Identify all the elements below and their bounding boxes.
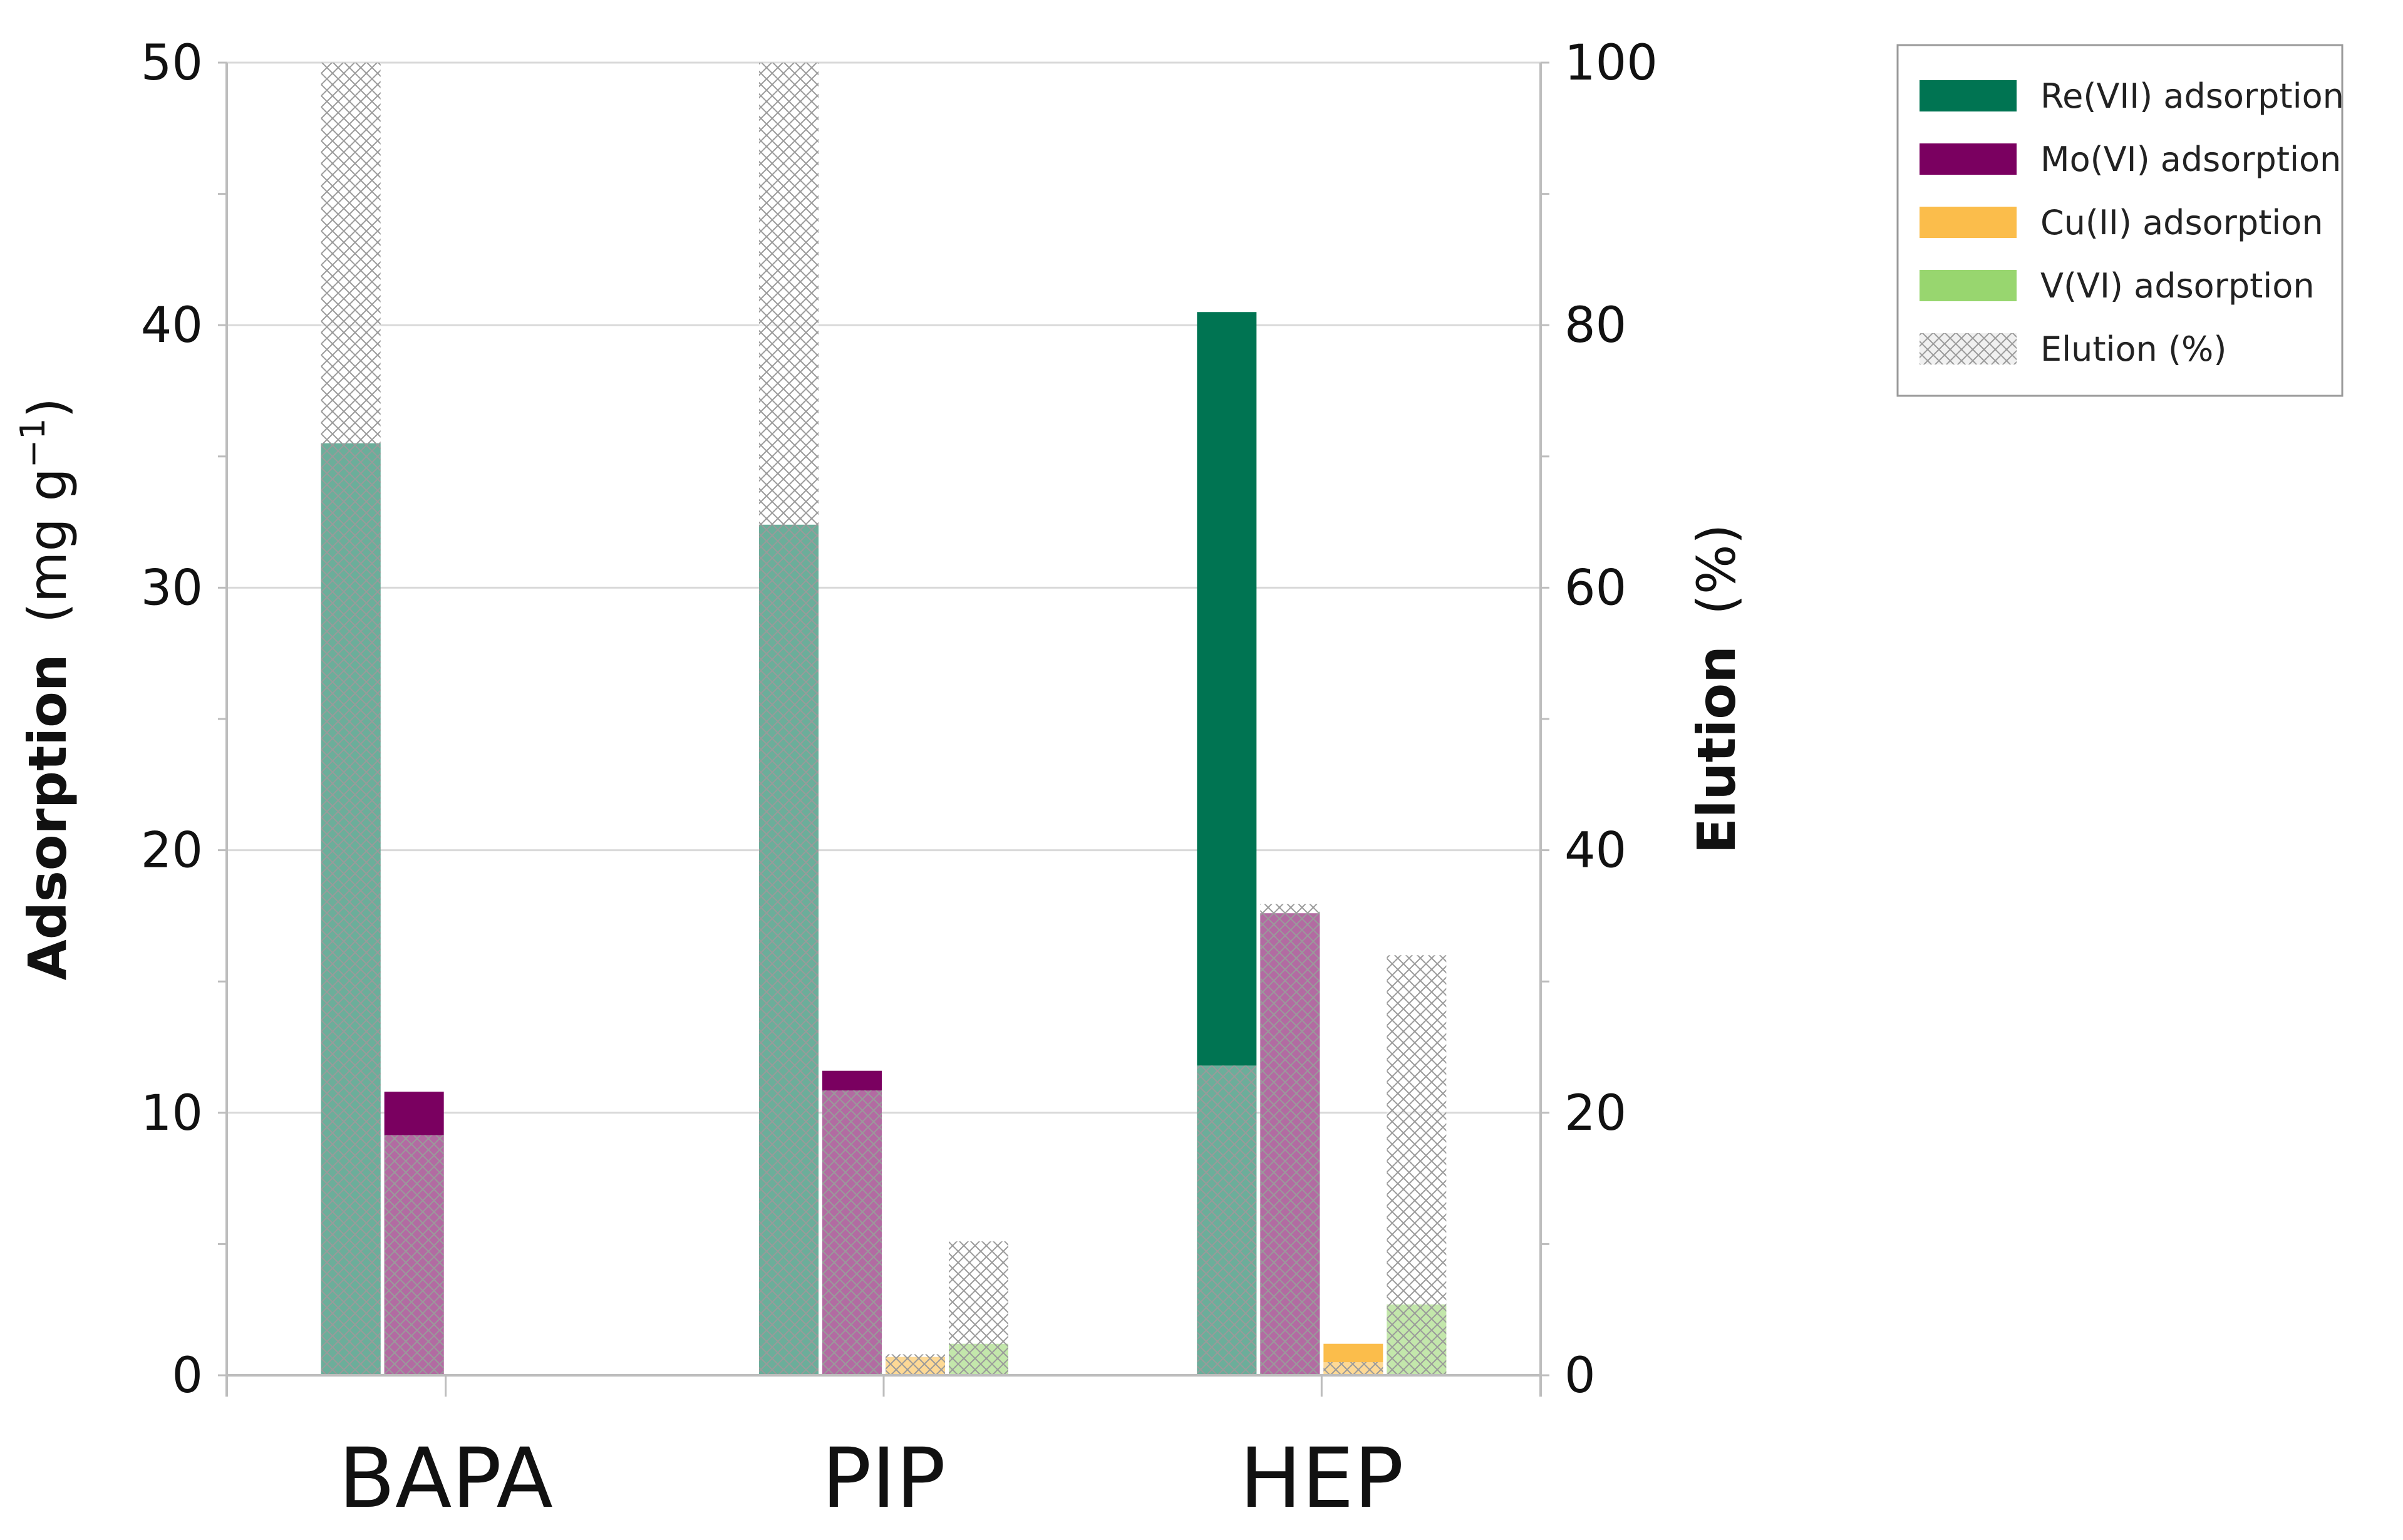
legend-label-re: Re(VII) adsorption bbox=[2040, 76, 2344, 116]
elution-bar-cu-hep bbox=[1323, 1362, 1383, 1375]
y-right-tick-label: 100 bbox=[1564, 35, 1658, 91]
legend-item-cu: Cu(II) adsorption bbox=[1920, 203, 2323, 242]
legend-item-re: Re(VII) adsorption bbox=[1920, 76, 2344, 116]
legend-swatch-elution bbox=[1920, 333, 2017, 364]
legend-label-v: V(VI) adsorption bbox=[2040, 266, 2315, 306]
bars bbox=[321, 63, 1447, 1375]
elution-bar-mo-hep bbox=[1260, 904, 1320, 1375]
elution-bar-v-hep bbox=[1387, 955, 1447, 1375]
y-right-title: Elution (%) bbox=[1686, 524, 1747, 854]
x-tick-label-bapa: BAPA bbox=[339, 1430, 553, 1527]
x-tick-label-hep: HEP bbox=[1239, 1430, 1403, 1527]
axis-labels: 0 10 20 30 40 50 0 20 40 60 80 100 BAPA PIP HEP bbox=[141, 35, 1658, 1527]
y-right-tick-label: 0 bbox=[1564, 1348, 1596, 1404]
axes bbox=[218, 61, 1549, 1397]
elution-bar-cu-pip bbox=[886, 1354, 945, 1375]
elution-bar-v-pip bbox=[949, 1241, 1008, 1375]
y-right-tick-label: 20 bbox=[1564, 1085, 1626, 1142]
legend-item-v: V(VI) adsorption bbox=[1920, 266, 2315, 306]
legend-swatch-mo bbox=[1920, 143, 2017, 175]
elution-bar-re-pip bbox=[759, 63, 819, 1375]
legend-swatch-v bbox=[1920, 270, 2017, 301]
legend-item-mo: Mo(VI) adsorption bbox=[1920, 140, 2341, 179]
y-left-tick-label: 20 bbox=[141, 823, 203, 879]
y-left-tick-label: 30 bbox=[141, 560, 203, 616]
elution-bar-re-hep bbox=[1197, 1065, 1257, 1375]
legend-item-elution: Elution (%) bbox=[1920, 329, 2226, 369]
legend: Re(VII) adsorption Mo(VI) adsorption Cu(… bbox=[1896, 44, 2344, 397]
legend-label-cu: Cu(II) adsorption bbox=[2040, 203, 2323, 242]
legend-label-mo: Mo(VI) adsorption bbox=[2040, 140, 2341, 179]
legend-swatch-cu bbox=[1920, 207, 2017, 238]
legend-label-elution: Elution (%) bbox=[2040, 329, 2226, 369]
y-left-tick-label: 50 bbox=[141, 35, 203, 91]
elution-bar-mo-pip bbox=[822, 1090, 882, 1375]
legend-swatch-re bbox=[1920, 80, 2017, 111]
y-left-tick-label: 10 bbox=[141, 1085, 203, 1142]
y-left-tick-label: 0 bbox=[172, 1348, 203, 1404]
y-left-tick-label: 40 bbox=[141, 297, 203, 354]
y-left-title: Adsorption (mg g−1) bbox=[13, 398, 78, 980]
y-right-tick-label: 60 bbox=[1564, 560, 1626, 616]
elution-bar-re-bapa bbox=[321, 63, 381, 1375]
elution-bar-mo-bapa bbox=[384, 1135, 444, 1375]
y-right-tick-label: 80 bbox=[1564, 297, 1626, 354]
x-tick-label-pip: PIP bbox=[822, 1430, 946, 1527]
y-right-tick-label: 40 bbox=[1564, 823, 1626, 879]
gridlines bbox=[227, 61, 1541, 1114]
